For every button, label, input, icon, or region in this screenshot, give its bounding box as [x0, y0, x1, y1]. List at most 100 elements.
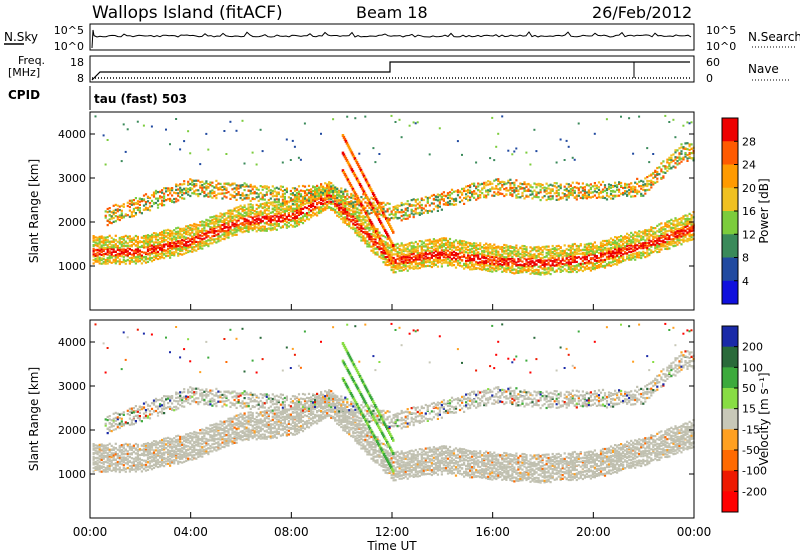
power-cell	[320, 210, 323, 213]
power-cell	[318, 208, 321, 211]
power-cell	[650, 249, 653, 252]
power-cell	[187, 227, 190, 230]
power-cell	[374, 253, 377, 256]
power-cell	[152, 248, 156, 251]
power-cell	[414, 246, 417, 249]
power-cell	[440, 265, 443, 268]
power-cell	[293, 220, 297, 223]
power-cell	[193, 248, 196, 251]
power-cell	[106, 211, 109, 214]
power-cell	[422, 207, 425, 210]
power-cell	[432, 248, 435, 251]
power-cell	[241, 215, 244, 219]
power-cell	[521, 244, 524, 248]
power-cell	[303, 191, 307, 195]
power-cell	[275, 220, 278, 223]
power-cell	[179, 233, 182, 236]
power-cell	[579, 243, 582, 246]
power-cell	[146, 257, 150, 260]
power-cell	[543, 266, 546, 269]
power-cell	[632, 190, 635, 193]
power-cell	[471, 195, 474, 198]
power-cell	[517, 189, 520, 193]
power-cell	[118, 241, 121, 244]
power-cell	[283, 214, 286, 217]
power-cell	[618, 242, 621, 245]
power-cell	[609, 184, 613, 187]
power-cell	[291, 212, 294, 215]
power-cell	[271, 223, 274, 226]
power-cell	[551, 188, 554, 191]
power-cell	[122, 216, 125, 219]
power-cell	[628, 183, 631, 186]
power-cell	[205, 234, 208, 237]
power-cell	[597, 248, 601, 251]
power-cell	[473, 265, 476, 268]
power-cell	[332, 192, 335, 195]
power-cell	[660, 226, 663, 229]
power-cell	[622, 191, 625, 195]
power-cell	[652, 153, 655, 155]
power-cell	[461, 248, 464, 251]
power-cell	[569, 255, 572, 258]
power-cell	[185, 230, 188, 233]
power-cell	[525, 246, 528, 249]
power-cell	[205, 185, 208, 188]
power-cell	[525, 251, 528, 254]
power-cell	[342, 221, 345, 224]
power-cell	[185, 241, 188, 244]
power-cell	[213, 192, 216, 195]
power-cell	[630, 195, 633, 198]
power-cell	[326, 207, 329, 210]
power-cell	[545, 187, 548, 190]
power-cell	[607, 263, 611, 266]
power-cell	[156, 250, 160, 253]
power-cell	[463, 249, 466, 252]
power-cell	[420, 252, 423, 255]
power-cell	[438, 239, 441, 242]
power-cell	[581, 262, 584, 266]
nsky-tick-bottom-right: 10^0	[706, 40, 736, 53]
power-cell	[612, 251, 615, 255]
power-cell	[493, 187, 496, 190]
power-cell	[446, 203, 450, 206]
power-cell	[340, 194, 343, 198]
power-cell	[259, 205, 262, 208]
power-cell	[211, 238, 214, 241]
power-cell	[539, 247, 542, 250]
power-cell	[243, 209, 246, 212]
power-cell	[245, 185, 248, 188]
power-cell	[630, 190, 633, 193]
power-cell	[167, 198, 170, 201]
power-cell	[406, 243, 409, 246]
power-cell	[175, 188, 178, 191]
power-cell	[253, 190, 256, 194]
power-cell	[177, 247, 180, 250]
power-cell	[535, 194, 538, 197]
power-cell	[394, 266, 397, 269]
power-cell	[557, 248, 560, 251]
power-cell	[223, 195, 226, 198]
power-cell	[547, 253, 550, 256]
power-cell	[456, 189, 460, 192]
power-cell	[177, 199, 180, 202]
power-cell	[310, 194, 313, 197]
power-cell	[203, 226, 206, 229]
power-cell	[213, 239, 216, 242]
power-cell	[575, 251, 578, 255]
power-cell	[585, 258, 588, 261]
power-cell	[612, 256, 615, 259]
power-cell	[438, 256, 441, 259]
power-cell	[428, 242, 431, 245]
power-cell	[185, 247, 188, 250]
power-cell	[163, 204, 166, 207]
power-cell	[169, 246, 172, 249]
power-cell	[163, 238, 166, 242]
power-cell	[408, 249, 411, 252]
power-cell	[537, 184, 540, 187]
power-cell	[444, 253, 448, 256]
power-cell	[565, 139, 568, 142]
power-cell	[565, 257, 568, 260]
power-cell	[535, 254, 538, 258]
power-cell	[223, 231, 226, 234]
